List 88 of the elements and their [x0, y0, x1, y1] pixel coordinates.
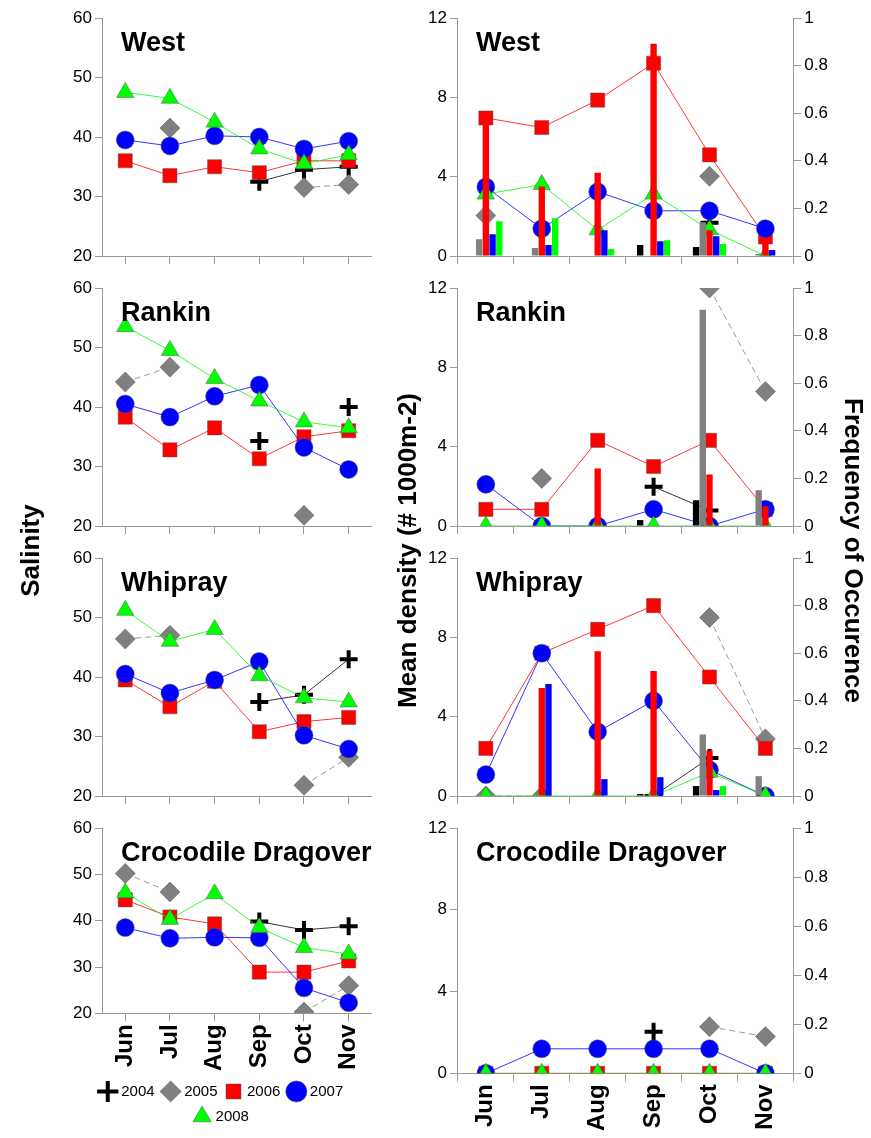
chart-title: Rankin — [120, 296, 211, 327]
y-tick-label: 0 — [437, 245, 447, 265]
x-tick-label: Jun — [109, 1024, 137, 1068]
chart-title: Whipray — [120, 566, 228, 597]
y2-tick-label: 0.2 — [804, 738, 829, 758]
y-tick-label: 50 — [72, 337, 92, 357]
y-tick-label: 20 — [72, 245, 92, 265]
y-tick-label: 20 — [72, 785, 92, 805]
y2-tick-label: 0.6 — [804, 102, 829, 122]
y-tick-label: 50 — [72, 607, 92, 627]
y-tick-label: 8 — [437, 899, 447, 919]
y2-axis-title: Frequency of Occurence — [837, 397, 869, 703]
y-axis-title: Salinity — [14, 503, 46, 597]
chart-title: West — [475, 26, 540, 57]
y2-tick-label: 1 — [804, 817, 814, 837]
y-tick-label: 50 — [72, 864, 92, 884]
y-tick-label: 8 — [437, 627, 447, 647]
chart-title: Rankin — [475, 296, 566, 327]
y-tick-label: 60 — [72, 7, 92, 27]
y-tick-label: 20 — [72, 515, 92, 535]
y-tick-label: 12 — [427, 547, 447, 567]
y-tick-label: 40 — [72, 910, 92, 930]
y2-tick-label: 0.6 — [804, 642, 829, 662]
y-tick-label: 60 — [72, 817, 92, 837]
legend-label: 2005 — [184, 1081, 218, 1099]
y2-tick-label: 0.8 — [804, 595, 829, 615]
chart-title: West — [120, 26, 185, 57]
y-tick-label: 8 — [437, 357, 447, 377]
y-tick-label: 12 — [427, 277, 447, 297]
y2-tick-label: 0 — [804, 785, 814, 805]
y2-tick-label: 1 — [804, 277, 814, 297]
y-tick-label: 60 — [72, 277, 92, 297]
y-tick-label: 12 — [427, 7, 447, 27]
y2-tick-label: 0.6 — [804, 915, 829, 935]
x-tick-label: Nov — [750, 1083, 778, 1130]
y-tick-label: 12 — [427, 817, 447, 837]
y2-tick-label: 1 — [804, 7, 814, 27]
legend-label: 2004 — [121, 1081, 155, 1099]
legend-label: 2006 — [247, 1081, 281, 1099]
y-tick-label: 40 — [72, 126, 92, 146]
y-tick-label: 60 — [72, 547, 92, 567]
y-tick-label: 0 — [437, 785, 447, 805]
y-tick-label: 30 — [72, 456, 92, 476]
chart-title: Whipray — [475, 566, 583, 597]
chart-title: Crocodile Dragover — [120, 836, 372, 867]
y2-tick-label: 0.2 — [804, 1013, 829, 1033]
y-tick-label: 30 — [72, 726, 92, 746]
y2-tick-label: 0.2 — [804, 198, 829, 218]
y2-tick-label: 1 — [804, 547, 814, 567]
y-tick-label: 4 — [437, 981, 447, 1001]
x-tick-label: Oct — [694, 1084, 722, 1125]
y2-tick-label: 0.4 — [804, 420, 829, 440]
y2-tick-label: 0.4 — [804, 150, 829, 170]
y-tick-label: 50 — [72, 67, 92, 87]
y2-tick-label: 0.8 — [804, 325, 829, 345]
y-tick-label: 8 — [437, 87, 447, 107]
legend-label: 2008 — [215, 1106, 249, 1124]
y-tick-label: 40 — [72, 396, 92, 416]
y2-tick-label: 0.4 — [804, 964, 829, 984]
x-tick-label: Aug — [582, 1084, 610, 1131]
x-tick-label: Aug — [199, 1024, 227, 1071]
legend-label: 2007 — [309, 1081, 344, 1099]
y-tick-label: 20 — [72, 1003, 92, 1023]
x-tick-label: Nov — [333, 1023, 361, 1070]
y2-tick-label: 0.8 — [804, 55, 829, 75]
y2-tick-label: 0 — [804, 245, 814, 265]
y-tick-label: 30 — [72, 956, 92, 976]
y2-tick-label: 0 — [804, 515, 814, 535]
y-axis-title: Mean density (# 1000m-2) — [391, 392, 423, 708]
y2-tick-label: 0.2 — [804, 468, 829, 488]
y2-tick-label: 0.6 — [804, 372, 829, 392]
x-tick-label: Jun — [470, 1084, 498, 1128]
x-tick-label: Oct — [288, 1024, 316, 1065]
y2-tick-label: 0.8 — [804, 866, 829, 886]
x-tick-label: Sep — [638, 1084, 666, 1129]
y-tick-label: 4 — [437, 706, 447, 726]
y-tick-label: 4 — [437, 166, 447, 186]
y-tick-label: 40 — [72, 666, 92, 686]
y2-tick-label: 0 — [804, 1063, 814, 1083]
x-tick-label: Jul — [526, 1084, 554, 1120]
y-tick-label: 4 — [437, 436, 447, 456]
y-tick-label: 0 — [437, 515, 447, 535]
x-tick-label: Sep — [243, 1024, 271, 1069]
y2-tick-label: 0.4 — [804, 690, 829, 710]
y-tick-label: 30 — [72, 186, 92, 206]
chart-title: Crocodile Dragover — [475, 836, 727, 867]
x-tick-label: Jul — [154, 1024, 182, 1060]
y-tick-label: 0 — [437, 1063, 447, 1083]
